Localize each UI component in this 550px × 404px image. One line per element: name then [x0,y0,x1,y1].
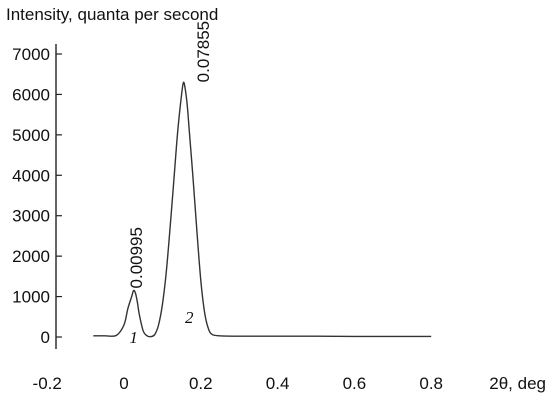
data-point [104,335,105,336]
data-point [154,334,155,335]
y-tick-label: 2000 [12,247,50,266]
data-point [187,106,188,107]
x-tick-label: 0.2 [189,374,213,393]
y-tick-label: 6000 [12,85,50,104]
data-point [158,324,159,325]
annotation-group: 0.00995 0.07855 1 2 [127,21,213,347]
data-point [183,82,184,83]
data-point [204,312,205,313]
x-tick-label: 0.6 [343,374,367,393]
data-point [116,335,117,336]
intensity-series-line [93,81,432,338]
data-point [189,130,190,131]
peak-value-label: 0.00995 [127,227,146,288]
data-point [150,336,151,337]
data-point [200,280,201,281]
data-point [392,336,393,337]
series-group [93,81,432,338]
data-point [166,272,167,273]
y-tick-label: 5000 [12,126,50,145]
peak-value-label: 0.07855 [194,21,213,82]
data-point [181,94,182,95]
data-point [169,227,170,228]
axes: 0 1000 2000 3000 4000 5000 6000 7000 -0.2 0 0.2 0.4… [12,44,443,393]
x-tick-label: 0.4 [266,374,290,393]
x-axis-title: 2θ, deg [489,374,546,393]
data-point [131,296,132,297]
y-tick-label: 4000 [12,166,50,185]
data-point [212,334,213,335]
data-point [208,328,209,329]
data-point [133,290,134,291]
data-point [219,335,220,336]
data-point [196,231,197,232]
data-point [137,302,138,303]
y-tick-label: 7000 [12,45,50,64]
data-point [123,324,124,325]
y-tick-label: 0 [41,328,50,347]
data-point [173,179,174,180]
peak-marker-label: 2 [185,308,194,327]
data-point [143,330,144,331]
data-point [135,293,136,294]
data-point [431,336,432,337]
data-point [146,335,147,336]
data-point [162,304,163,305]
data-point [193,179,194,180]
data-point [354,336,355,337]
data-point [185,90,186,91]
y-axis-title: Intensity, quanta per second [6,5,218,24]
data-point [139,314,140,315]
y-tick-label: 1000 [12,288,50,307]
x-tick-label: 0 [119,374,128,393]
data-point [127,308,128,309]
data-point [277,336,278,337]
x-tick-label: 0.8 [419,374,443,393]
data-point [177,130,178,131]
x-tick-label: -0.2 [33,374,62,393]
data-point [315,336,316,337]
data-point [239,336,240,337]
y-tick-label: 3000 [12,207,50,226]
data-point [93,335,94,336]
peak-marker-label: 1 [129,328,138,347]
